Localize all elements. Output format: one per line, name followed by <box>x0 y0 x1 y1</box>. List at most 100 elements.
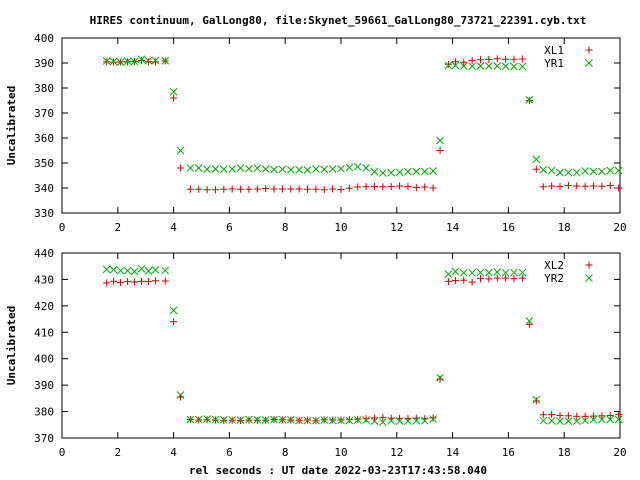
data-point <box>412 184 420 191</box>
x-tick-label: 16 <box>502 221 515 234</box>
data-point <box>532 165 540 173</box>
data-point <box>312 185 320 193</box>
data-point <box>532 155 541 164</box>
data-point <box>444 61 453 70</box>
data-point <box>556 168 564 177</box>
y-tick-label: 370 <box>34 432 54 445</box>
y-tick-label: 440 <box>34 247 54 260</box>
data-point <box>102 57 111 65</box>
data-point <box>468 268 476 277</box>
y-tick-label: 370 <box>34 107 54 120</box>
data-point <box>556 183 564 190</box>
data-point <box>606 166 615 175</box>
legend-marker <box>585 46 593 54</box>
data-point <box>493 268 502 276</box>
plot-frame <box>61 252 621 439</box>
x-tick-label: 18 <box>558 446 571 459</box>
x-tick-label: 0 <box>59 221 66 234</box>
data-point <box>525 97 533 104</box>
data-point <box>312 416 320 425</box>
data-point <box>194 415 203 424</box>
data-point <box>186 164 195 172</box>
data-point <box>320 186 328 194</box>
data-point <box>144 56 153 65</box>
data-point <box>459 268 468 277</box>
data-point <box>564 412 572 420</box>
data-point <box>572 417 581 425</box>
data-point <box>123 57 132 66</box>
data-point <box>320 416 329 424</box>
data-point <box>228 185 236 193</box>
data-point <box>144 267 153 275</box>
data-point <box>581 416 589 425</box>
data-point <box>286 415 295 424</box>
x-tick-label: 0 <box>59 446 66 459</box>
y-tick-label: 360 <box>34 132 54 145</box>
y-tick-label: 410 <box>34 326 54 339</box>
data-point <box>548 182 556 190</box>
data-point <box>278 185 286 193</box>
x-tick-label: 8 <box>282 446 289 459</box>
data-point <box>444 60 452 68</box>
data-point <box>581 167 589 175</box>
data-point <box>220 417 228 425</box>
data-point <box>525 317 534 325</box>
data-point <box>102 265 111 274</box>
data-point <box>459 62 468 70</box>
data-point <box>451 276 459 284</box>
data-point <box>170 318 178 326</box>
data-point <box>404 417 412 425</box>
data-point <box>606 412 614 420</box>
data-point <box>253 164 262 173</box>
data-point <box>237 185 245 193</box>
y-tick-label: 390 <box>34 379 54 392</box>
data-point <box>589 182 597 190</box>
data-point <box>109 57 118 66</box>
data-point <box>211 165 220 173</box>
data-point <box>270 415 278 424</box>
data-point <box>539 416 548 425</box>
data-point <box>460 58 468 66</box>
x-tick-label: 4 <box>170 446 177 459</box>
data-point <box>253 415 262 424</box>
data-point <box>518 274 526 282</box>
data-point <box>337 416 345 425</box>
y-tick-label: 380 <box>34 82 54 95</box>
data-point <box>598 415 606 424</box>
data-point <box>532 395 541 404</box>
data-point <box>103 279 111 287</box>
data-point <box>110 277 118 285</box>
x-tick-label: 14 <box>446 446 460 459</box>
data-point <box>304 185 312 193</box>
x-tick-label: 12 <box>390 446 403 459</box>
data-point <box>337 164 345 173</box>
data-point <box>502 55 510 63</box>
data-point <box>421 183 429 191</box>
data-point <box>130 57 139 66</box>
x-tick-label: 10 <box>334 446 347 459</box>
x-tick-label: 12 <box>390 221 403 234</box>
y-tick-label: 430 <box>34 273 54 286</box>
data-point <box>116 58 125 67</box>
data-point <box>387 183 395 190</box>
x-tick-label: 18 <box>558 221 571 234</box>
data-point <box>387 416 396 425</box>
data-point <box>444 278 452 286</box>
data-point <box>245 164 253 173</box>
data-point <box>261 416 270 424</box>
legend-label: YR1 <box>544 57 564 70</box>
data-point <box>429 167 437 175</box>
data-point <box>395 168 404 177</box>
data-point <box>412 416 421 425</box>
x-tick-label: 6 <box>226 221 233 234</box>
x-tick-label: 20 <box>613 446 626 459</box>
data-point <box>194 164 203 172</box>
data-point <box>370 417 379 425</box>
data-point <box>378 418 387 426</box>
data-point <box>547 416 556 425</box>
legend-marker <box>585 274 593 282</box>
data-point <box>354 415 362 423</box>
data-point <box>444 270 453 278</box>
legend-label: XL2 <box>544 259 564 272</box>
